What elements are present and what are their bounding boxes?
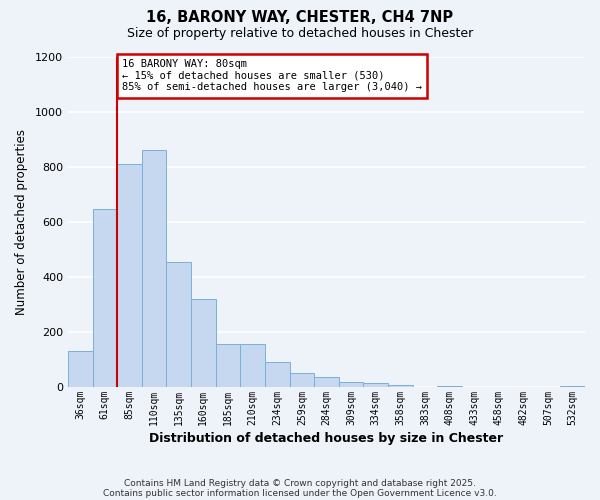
Bar [339, 382, 364, 387]
Bar [388, 385, 413, 387]
Text: Size of property relative to detached houses in Chester: Size of property relative to detached ho… [127, 28, 473, 40]
Bar [142, 150, 166, 387]
Bar [560, 386, 585, 387]
Bar [314, 376, 339, 387]
Text: 16, BARONY WAY, CHESTER, CH4 7NP: 16, BARONY WAY, CHESTER, CH4 7NP [146, 10, 454, 25]
Y-axis label: Number of detached properties: Number of detached properties [15, 129, 28, 315]
Bar [364, 383, 388, 387]
X-axis label: Distribution of detached houses by size in Chester: Distribution of detached houses by size … [149, 432, 503, 445]
Bar [117, 164, 142, 387]
Bar [215, 344, 240, 387]
Bar [240, 344, 265, 387]
Bar [265, 362, 290, 387]
Bar [191, 299, 215, 387]
Bar [290, 374, 314, 387]
Bar [166, 262, 191, 387]
Bar [437, 386, 462, 387]
Text: Contains HM Land Registry data © Crown copyright and database right 2025.: Contains HM Land Registry data © Crown c… [124, 478, 476, 488]
Text: 16 BARONY WAY: 80sqm
← 15% of detached houses are smaller (530)
85% of semi-deta: 16 BARONY WAY: 80sqm ← 15% of detached h… [122, 60, 422, 92]
Text: Contains public sector information licensed under the Open Government Licence v3: Contains public sector information licen… [103, 488, 497, 498]
Bar [68, 351, 92, 387]
Bar [92, 210, 117, 387]
